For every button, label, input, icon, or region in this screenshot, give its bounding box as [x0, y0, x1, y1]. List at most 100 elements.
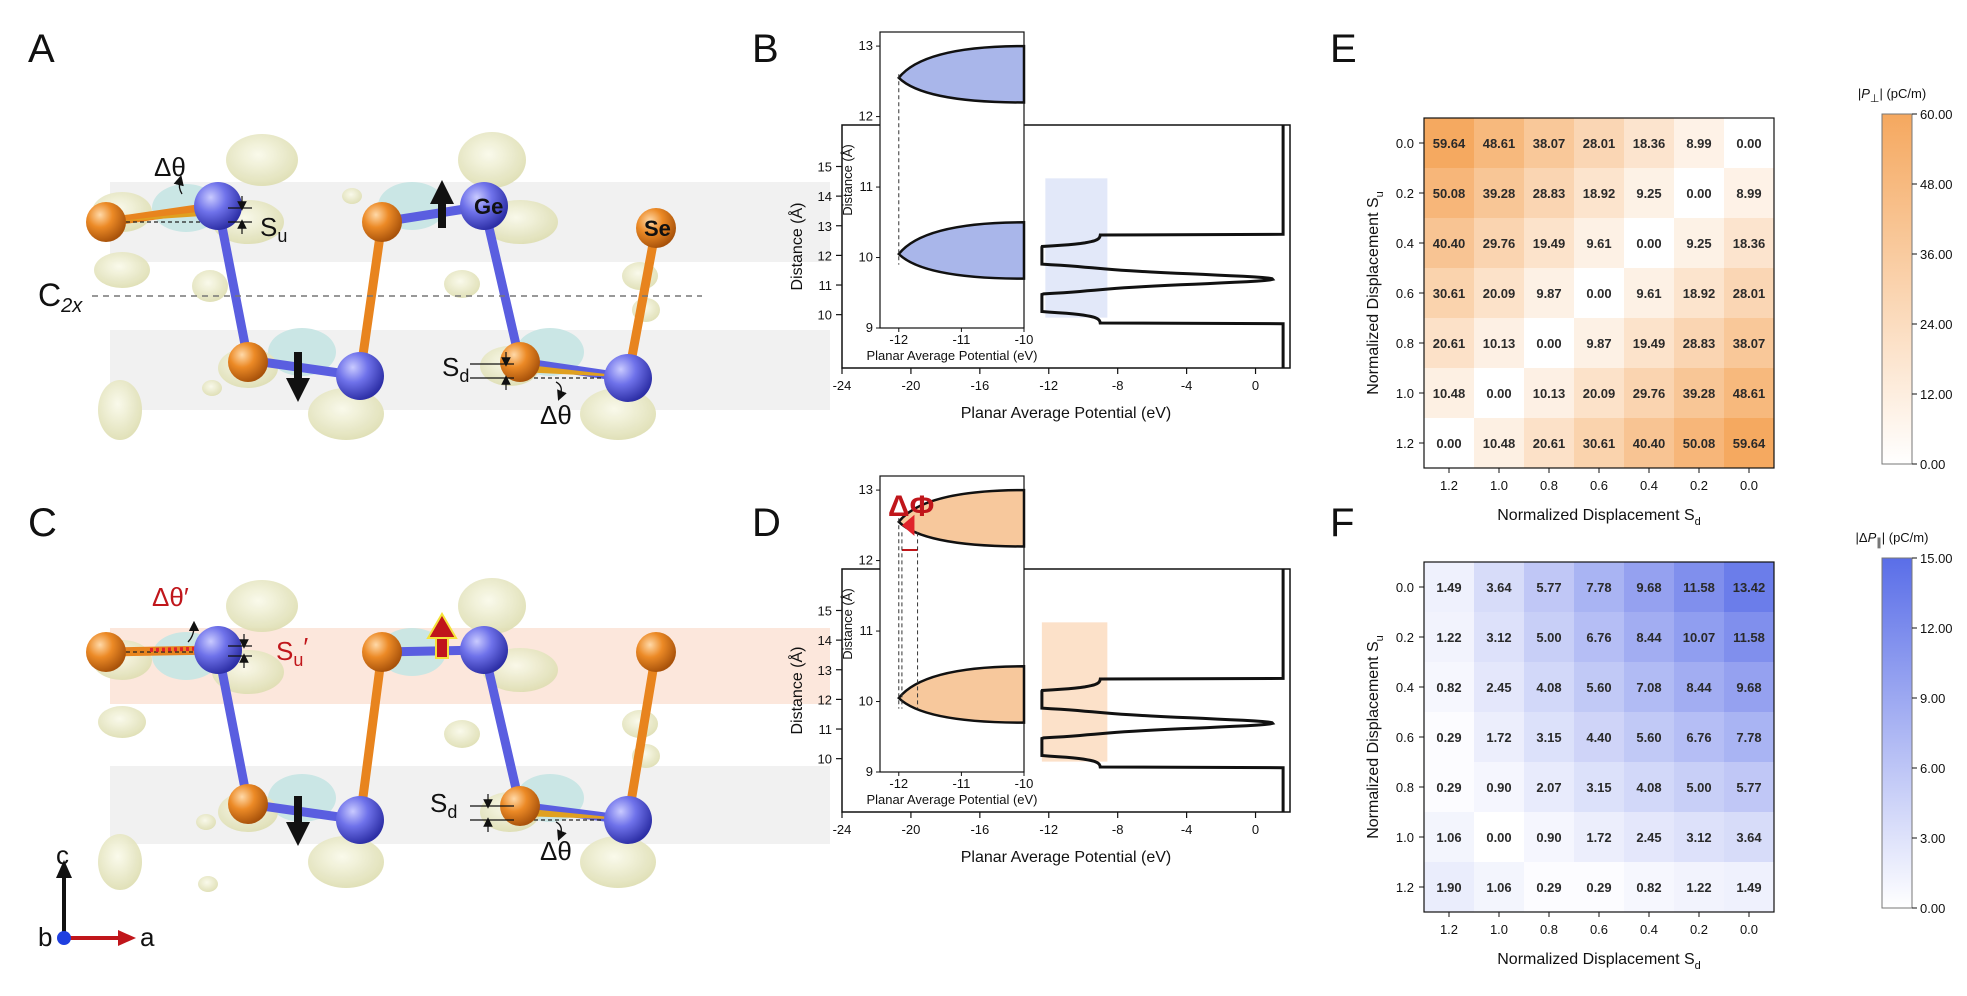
- cell-value-label: 10.48: [1433, 386, 1466, 401]
- heatmap-cell: [1424, 268, 1474, 318]
- y-tick-label: 1.0: [1396, 830, 1414, 845]
- cell-value-label: 3.15: [1586, 780, 1611, 795]
- ge-atom: [460, 626, 508, 674]
- cell-value-label: 0.29: [1536, 880, 1561, 895]
- cell-value-label: 5.00: [1686, 780, 1711, 795]
- cell-value-label: 0.00: [1486, 830, 1511, 845]
- y-tick-label: 14: [818, 189, 832, 204]
- heatmap-cell: [1674, 712, 1724, 762]
- cell-value-label: 10.13: [1533, 386, 1566, 401]
- inset-bottom-lobe: [897, 221, 1026, 280]
- x-tick-label: 0.4: [1640, 478, 1658, 493]
- heatmap-cell: [1474, 812, 1524, 862]
- panel-label-a: A: [28, 27, 55, 71]
- inset-top-lobe: [897, 44, 1026, 104]
- heatmap-cell: [1424, 368, 1474, 418]
- colorbar-title-sub: ∥: [1876, 537, 1882, 549]
- inset-y-tick-label: 12: [859, 109, 873, 124]
- cell-value-label: 20.61: [1433, 336, 1466, 351]
- cell-value-label: 9.68: [1736, 680, 1761, 695]
- heatmap-cell: [1574, 662, 1624, 712]
- cell-value-label: 0.00: [1486, 386, 1511, 401]
- plot-frame: [841, 568, 1291, 813]
- cell-value-label: 6.76: [1586, 630, 1611, 645]
- cell-value-label: 50.08: [1683, 436, 1716, 451]
- colorbar-tick-label: 0.00: [1920, 901, 1945, 916]
- cell-value-label: 28.01: [1733, 286, 1766, 301]
- se-label: Se: [644, 216, 671, 241]
- cell-value-label: 3.64: [1486, 580, 1512, 595]
- inset-x-tick-label: -11: [952, 776, 970, 791]
- cell-value-label: 7.78: [1586, 580, 1611, 595]
- x-tick-label: 1.2: [1440, 478, 1458, 493]
- heatmap-cell: [1624, 762, 1674, 812]
- delta-theta-prime-label: Δθ′: [152, 582, 189, 612]
- cell-value-label: 4.08: [1536, 680, 1561, 695]
- heatmap-e: 59.64 48.61 38.07 28.01 18.36 8.99 0.00 50.08 39…: [1365, 86, 1953, 528]
- cell-value-label: 48.61: [1483, 136, 1516, 151]
- cell-value-label: 0.00: [1636, 236, 1661, 251]
- x-axis-label: Planar Average Potential (eV): [961, 849, 1172, 866]
- heatmap-cell: [1474, 368, 1524, 418]
- heatmap-cell: [1624, 562, 1674, 612]
- cell-value-label: 9.61: [1636, 286, 1661, 301]
- colorbar-tick-label: 15.00: [1920, 551, 1953, 566]
- cell-value-label: 38.07: [1733, 336, 1766, 351]
- cell-value-label: 20.09: [1583, 386, 1616, 401]
- heatmap-cell: [1474, 762, 1524, 812]
- cell-value-label: 5.60: [1636, 730, 1661, 745]
- colorbar-title-prefix: |Δ: [1856, 530, 1868, 545]
- x-tick-label: -8: [1112, 822, 1124, 837]
- x-tick-label: -12: [1039, 378, 1058, 393]
- panel-label-c: C: [28, 501, 57, 545]
- y-tick-label: 0.2: [1396, 630, 1414, 645]
- y-tick-label: 1.0: [1396, 386, 1414, 401]
- x-axis-label: Normalized Displacement Sd: [1497, 951, 1701, 972]
- cell-value-label: 30.61: [1583, 436, 1616, 451]
- y-tick-label: 0.2: [1396, 186, 1414, 201]
- cell-value-label: 1.49: [1436, 580, 1461, 595]
- heatmap-cell: [1424, 662, 1474, 712]
- cell-value-label: 0.29: [1436, 780, 1461, 795]
- cell-value-label: 6.76: [1686, 730, 1711, 745]
- colorbar-tick-label: 36.00: [1920, 247, 1953, 262]
- cell-value-label: 39.28: [1683, 386, 1716, 401]
- heatmap-cell: [1674, 168, 1724, 218]
- colorbar-title-symbol: P: [1868, 530, 1877, 545]
- red-up-arrow-icon: [426, 612, 458, 659]
- y-tick-label: 11: [819, 722, 833, 737]
- y-axis-label-main: Normalized Displacement S: [1365, 641, 1382, 838]
- y-axis-label: Distance (Å): [787, 202, 806, 290]
- heatmap-cell: [1424, 318, 1474, 368]
- cell-value-label: 1.49: [1736, 880, 1761, 895]
- colorbar: [1881, 113, 1913, 465]
- heatmap-cell: [1624, 368, 1674, 418]
- y-tick-label: 12: [818, 248, 832, 263]
- heatmap-cell: [1474, 418, 1524, 468]
- cell-value-label: 0.00: [1586, 286, 1611, 301]
- se-atom: [362, 202, 402, 242]
- cell-value-label: 28.83: [1683, 336, 1716, 351]
- cell-value-label: 18.92: [1583, 186, 1616, 201]
- colorbar-title: |ΔP∥| (pC/m): [1856, 530, 1929, 549]
- heatmap-cell: [1524, 712, 1574, 762]
- cell-value-label: 9.87: [1536, 286, 1561, 301]
- cell-value-label: 8.99: [1736, 186, 1761, 201]
- y-tick-label: 15: [818, 159, 832, 174]
- cell-value-label: 50.08: [1433, 186, 1466, 201]
- sd-label: Sd: [442, 352, 469, 386]
- cell-value-label: 28.01: [1583, 136, 1616, 151]
- se-atom: [86, 632, 126, 672]
- inset-x-axis-label: Planar Average Potential (eV): [866, 348, 1037, 363]
- heatmap-cell: [1424, 762, 1474, 812]
- heatmap-cell: [1524, 862, 1574, 912]
- lower-layer-band: [110, 330, 830, 410]
- heatmap-cell: [1624, 118, 1674, 168]
- heatmap-cell: [1624, 318, 1674, 368]
- axes-triad: c b a: [38, 840, 155, 952]
- heatmap-cell: [1624, 268, 1674, 318]
- heatmap-cell: [1724, 762, 1774, 812]
- cell-value-label: 2.45: [1486, 680, 1511, 695]
- cell-value-label: 19.49: [1533, 236, 1566, 251]
- heatmap-cell: [1724, 662, 1774, 712]
